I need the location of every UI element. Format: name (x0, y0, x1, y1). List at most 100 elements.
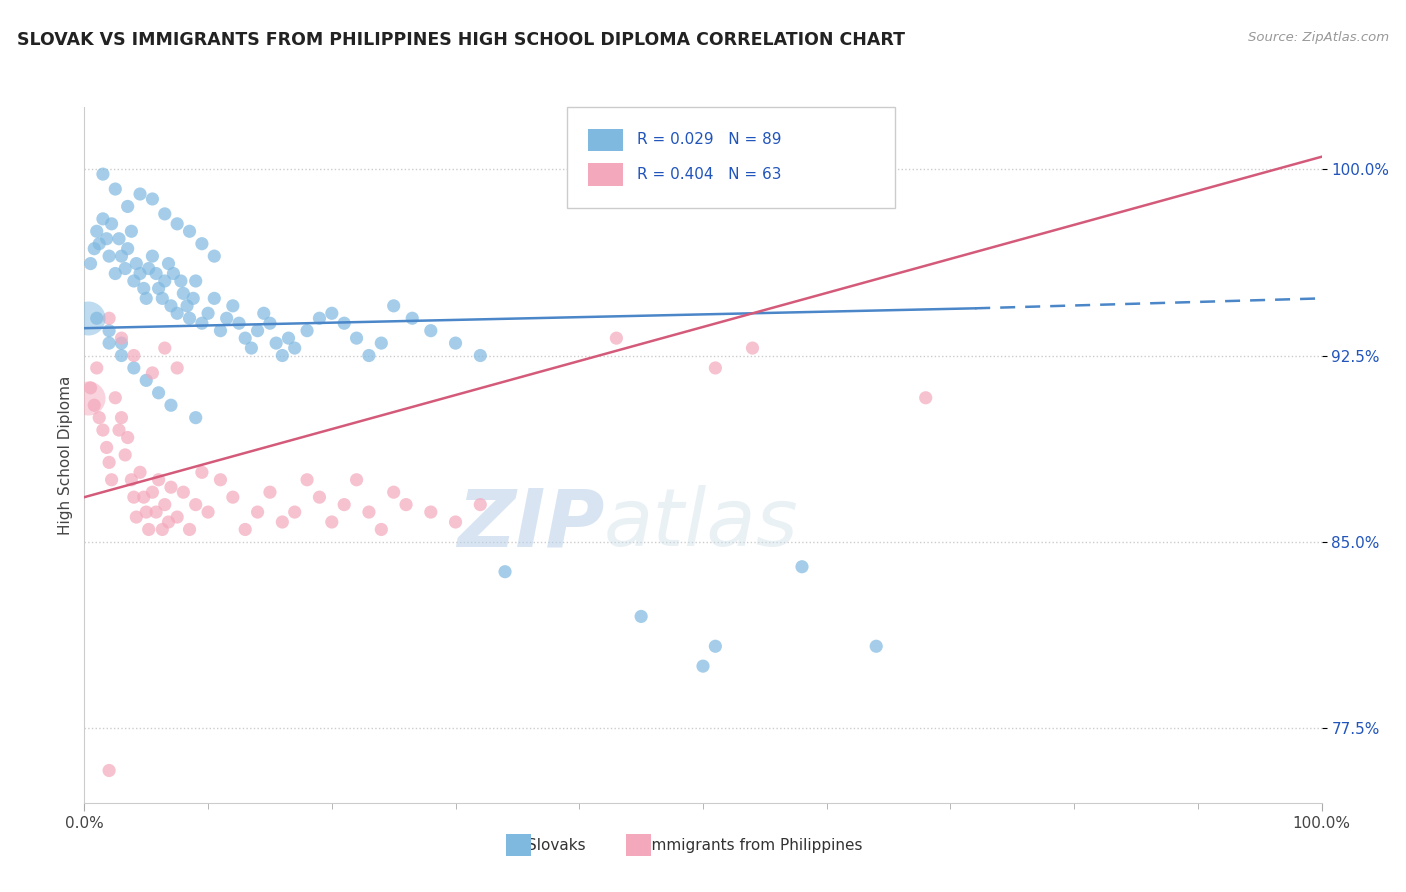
Point (259, 485, 281, 500)
Point (83, 398, 105, 412)
Point (98, 311, 121, 326)
Point (98, 324, 121, 338)
Point (160, 398, 183, 412)
Point (284, 341, 307, 355)
Point (215, 311, 238, 326)
Point (91, 211, 114, 226)
Point (264, 336, 287, 351)
Point (104, 182, 127, 196)
Text: Slovaks: Slovaks (527, 838, 586, 853)
Point (135, 291, 157, 305)
Point (86, 360, 108, 375)
Point (240, 341, 263, 355)
Point (333, 498, 356, 512)
Y-axis label: High School Diploma: High School Diploma (58, 376, 73, 534)
Point (191, 316, 214, 330)
Point (401, 311, 423, 326)
Point (98, 336, 121, 351)
Point (110, 249, 132, 263)
Point (129, 267, 152, 281)
Point (120, 473, 142, 487)
Point (233, 523, 256, 537)
Point (284, 505, 307, 519)
Point (145, 505, 167, 519)
Point (346, 331, 368, 345)
Point (153, 207, 176, 221)
Point (321, 515, 343, 529)
Point (308, 490, 330, 504)
Point (692, 659, 714, 673)
Point (419, 505, 441, 519)
Point (104, 267, 127, 281)
Point (419, 324, 441, 338)
Point (704, 360, 727, 375)
Point (114, 448, 136, 462)
Point (184, 410, 207, 425)
Point (170, 274, 193, 288)
Point (233, 331, 256, 345)
Point (176, 299, 198, 313)
Point (246, 505, 269, 519)
Point (98, 455, 121, 469)
Point (79, 257, 101, 271)
Point (271, 349, 294, 363)
Point (370, 523, 392, 537)
Point (150, 291, 173, 305)
Point (166, 360, 188, 375)
Point (77, 391, 100, 405)
Point (132, 281, 155, 295)
Point (228, 316, 250, 330)
Point (157, 515, 180, 529)
Text: R = 0.404   N = 63: R = 0.404 N = 63 (637, 167, 782, 182)
Point (108, 423, 131, 437)
Point (125, 257, 148, 271)
Point (357, 349, 380, 363)
Point (494, 565, 516, 579)
Point (209, 324, 232, 338)
Point (333, 316, 356, 330)
Text: ZIP: ZIP (457, 485, 605, 564)
Bar (588, 128, 623, 151)
Point (125, 510, 148, 524)
Bar (588, 163, 623, 186)
Point (141, 366, 163, 380)
Point (184, 274, 207, 288)
Point (197, 505, 219, 519)
Point (202, 291, 225, 305)
Point (172, 286, 194, 301)
Point (172, 485, 194, 500)
Point (191, 236, 214, 251)
Point (741, 341, 763, 355)
Point (346, 473, 368, 487)
Point (77, 311, 100, 326)
Point (181, 291, 204, 305)
Point (184, 498, 207, 512)
Point (110, 349, 132, 363)
Point (295, 473, 318, 487)
Point (166, 217, 188, 231)
Text: Immigrants from Philippines: Immigrants from Philippines (647, 838, 862, 853)
Point (470, 349, 492, 363)
Point (110, 336, 132, 351)
Point (148, 385, 170, 400)
Point (202, 249, 225, 263)
Point (321, 306, 343, 320)
Point (470, 498, 492, 512)
Point (150, 523, 173, 537)
Point (153, 498, 176, 512)
Point (104, 391, 127, 405)
Point (357, 505, 380, 519)
Point (197, 306, 219, 320)
Point (253, 306, 276, 320)
Point (122, 349, 145, 363)
Text: R = 0.029   N = 89: R = 0.029 N = 89 (637, 132, 782, 147)
Point (117, 199, 139, 213)
Point (209, 473, 232, 487)
Point (79, 381, 101, 395)
Point (222, 490, 245, 504)
Point (153, 341, 176, 355)
Point (395, 498, 418, 512)
Point (865, 639, 887, 653)
Point (160, 299, 183, 313)
Point (114, 261, 136, 276)
